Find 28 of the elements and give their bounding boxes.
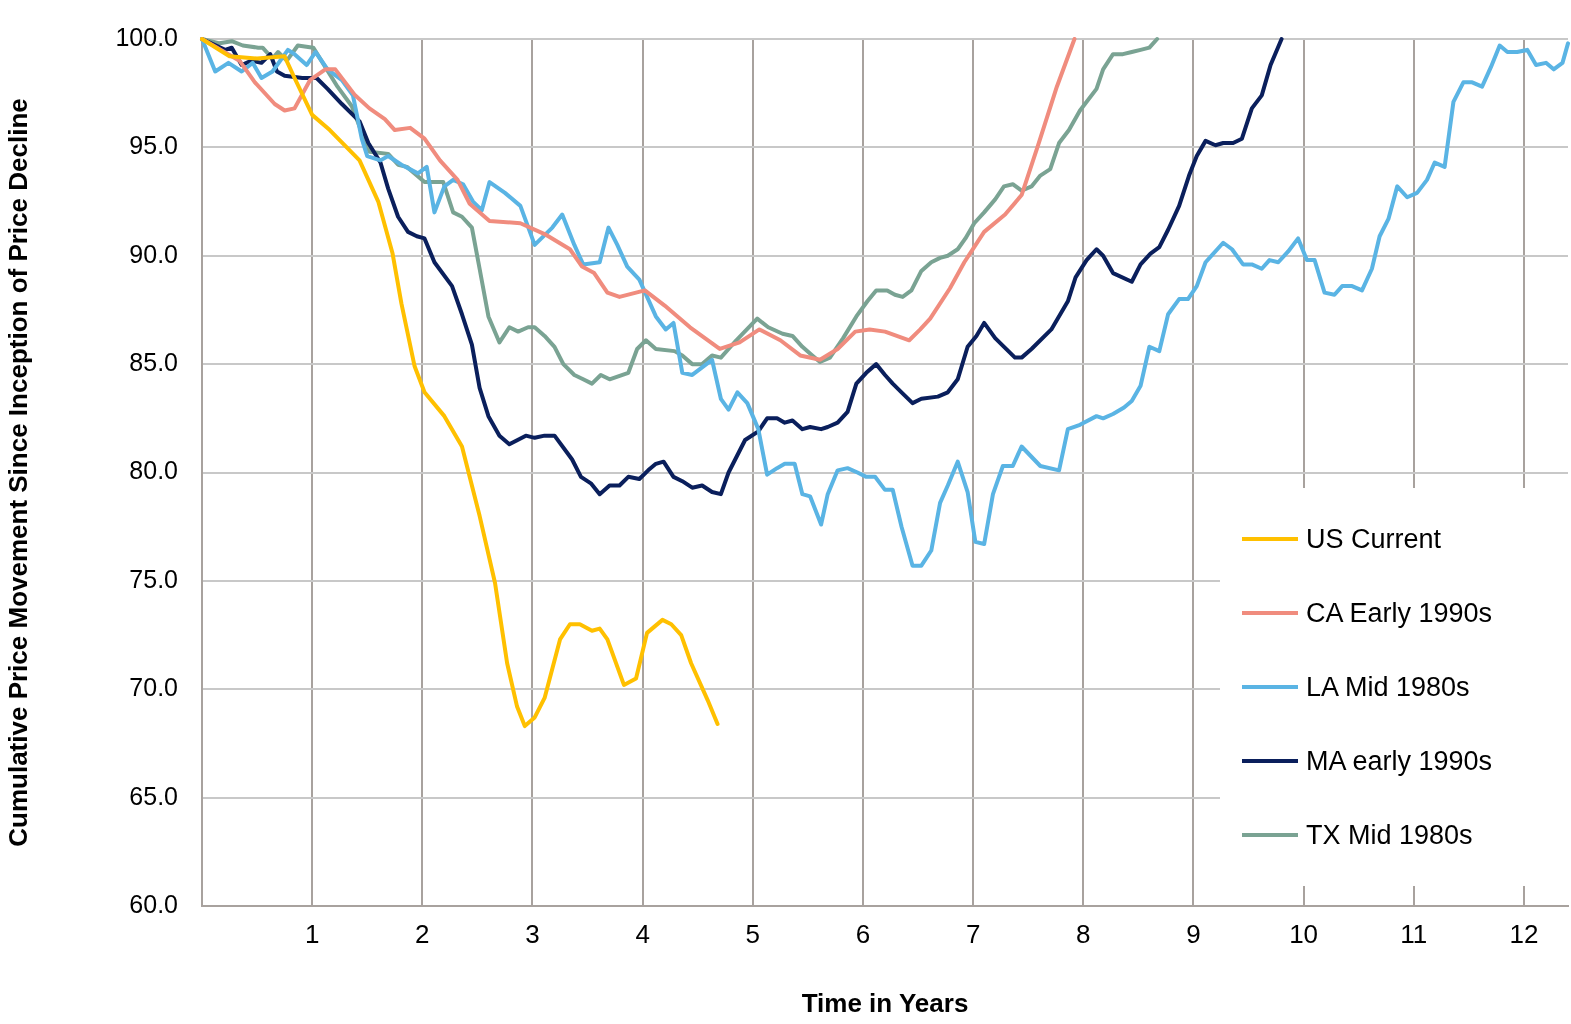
y-tick-label: 70.0 bbox=[129, 673, 178, 702]
y-tick-label: 95.0 bbox=[129, 131, 178, 160]
x-tick-label: 2 bbox=[415, 918, 430, 949]
x-axis-title: Time in Years bbox=[801, 987, 969, 1018]
y-axis-title: Cumulative Price Movement Since Inception of Price Decline bbox=[3, 98, 34, 847]
x-tick-label: 8 bbox=[1076, 918, 1091, 949]
x-tick-label: 5 bbox=[745, 918, 761, 949]
y-tick-label: 75.0 bbox=[129, 564, 178, 593]
x-tick-label: 10 bbox=[1289, 918, 1319, 949]
legend-label: US Current bbox=[1306, 523, 1442, 555]
y-tick-label: 65.0 bbox=[129, 781, 178, 810]
y-tick-label: 90.0 bbox=[129, 239, 178, 268]
x-tick-label: 12 bbox=[1509, 918, 1539, 949]
x-tick-label: 11 bbox=[1400, 918, 1428, 949]
x-tick-label: 7 bbox=[965, 918, 981, 949]
legend-label: CA Early 1990s bbox=[1306, 597, 1493, 629]
x-tick-label: 9 bbox=[1186, 918, 1201, 949]
y-tick-label: 80.0 bbox=[129, 456, 178, 485]
x-tick-label: 3 bbox=[525, 918, 540, 949]
x-tick-label: 1 bbox=[304, 918, 320, 949]
y-tick-label: 100.0 bbox=[115, 22, 178, 51]
legend-label: MA early 1990s bbox=[1306, 745, 1493, 777]
legend-label: LA Mid 1980s bbox=[1306, 671, 1470, 703]
y-tick-label: 85.0 bbox=[129, 348, 178, 377]
x-tick-label: 4 bbox=[635, 918, 650, 949]
legend-label: TX Mid 1980s bbox=[1306, 819, 1473, 851]
x-tick-label: 6 bbox=[855, 918, 871, 949]
y-tick-label: 60.0 bbox=[129, 889, 178, 918]
